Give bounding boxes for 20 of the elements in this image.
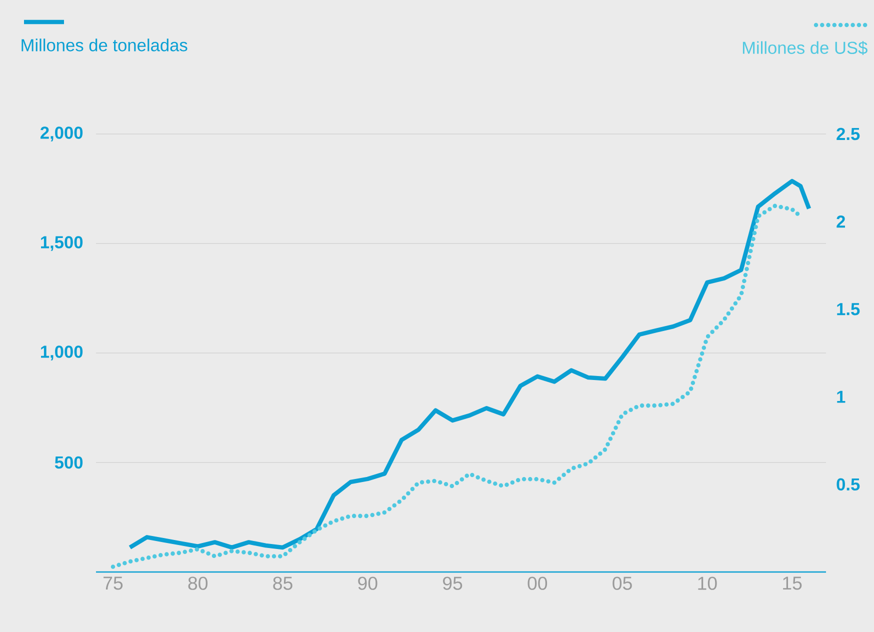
legend-label: Millones de toneladas bbox=[22, 38, 188, 52]
x-tick-label: 15 bbox=[783, 576, 802, 590]
x-tick-label: 95 bbox=[443, 576, 462, 590]
x-tick-label: 85 bbox=[273, 576, 292, 590]
y2-tick-label: 1.5 bbox=[837, 303, 860, 316]
y2-tick-label: 2 bbox=[836, 216, 845, 228]
y-tick-label: 2,000 bbox=[40, 126, 83, 142]
legend-label: Millones de US$ bbox=[742, 40, 868, 55]
x-tick-label: 05 bbox=[612, 576, 632, 590]
x-tick-label: 75 bbox=[104, 576, 123, 590]
y-tick-label: 1,000 bbox=[41, 346, 83, 360]
y2-tick-label: 0.5 bbox=[836, 478, 860, 491]
x-tick-label: 00 bbox=[528, 576, 548, 590]
y-tick-label: 500 bbox=[54, 456, 83, 469]
x-tick-label: 90 bbox=[358, 576, 378, 590]
x-tick-label: 10 bbox=[698, 576, 717, 590]
y2-tick-label: 1 bbox=[837, 390, 846, 403]
x-tick-label: 80 bbox=[188, 576, 208, 590]
y2-tick-label: 2.5 bbox=[836, 128, 860, 140]
y-tick-label: 1,500 bbox=[41, 236, 83, 251]
